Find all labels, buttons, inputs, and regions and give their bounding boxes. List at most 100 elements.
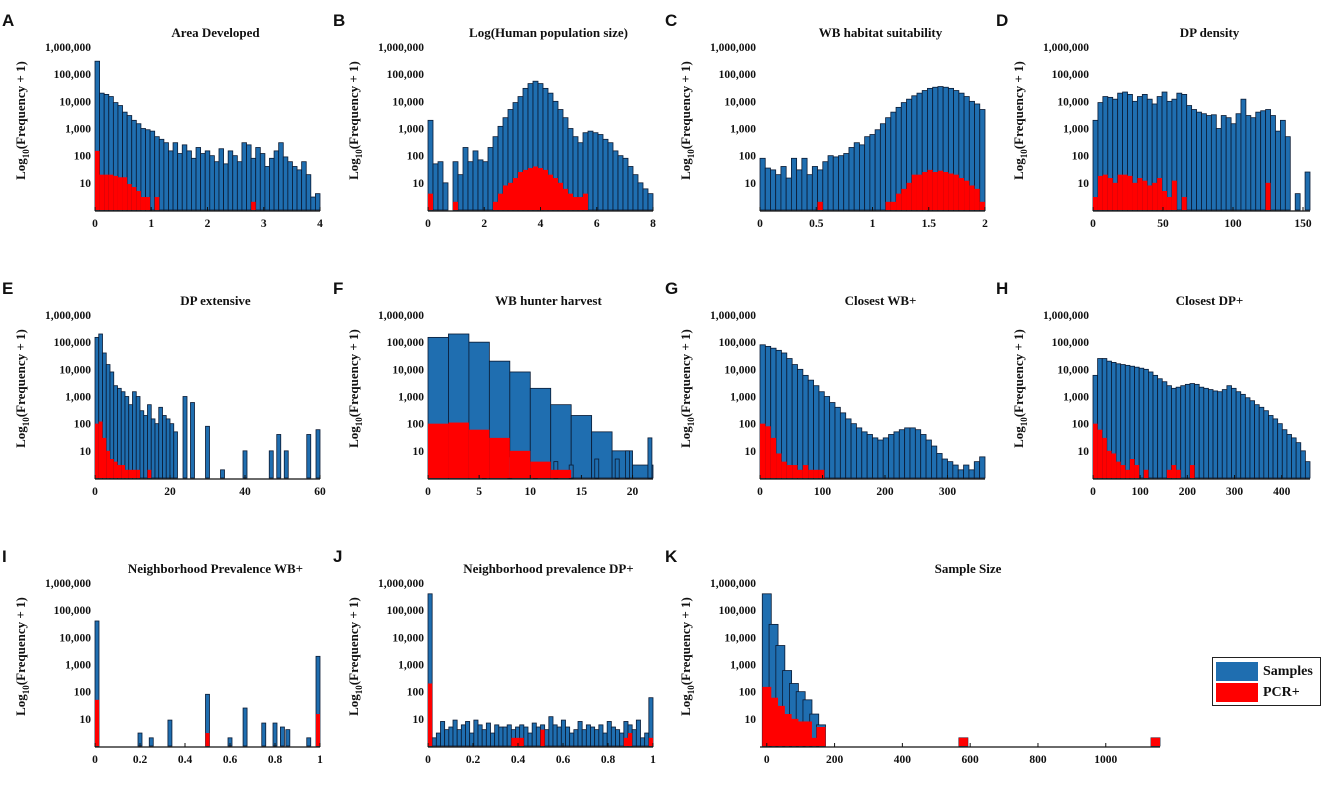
samples-bar bbox=[186, 150, 192, 211]
y-label-sub: 10 bbox=[354, 149, 364, 159]
samples-bar bbox=[764, 167, 771, 211]
y-label-sub: 10 bbox=[354, 417, 364, 427]
y-tick-label: 100,000 bbox=[1052, 337, 1090, 349]
x-tick-label: 0 bbox=[92, 486, 98, 498]
panel-letter: E bbox=[2, 279, 13, 298]
y-tick-label: 100 bbox=[407, 419, 425, 431]
pcr-bar bbox=[1111, 453, 1117, 478]
pcr-bar bbox=[493, 201, 498, 210]
pcr-bar bbox=[145, 197, 151, 210]
samples-bar bbox=[1201, 113, 1207, 211]
pcr-bar bbox=[127, 184, 132, 210]
samples-bar bbox=[606, 721, 612, 747]
pcr-bar bbox=[969, 185, 975, 210]
samples-bar bbox=[914, 429, 922, 479]
x-tick-label: 0.4 bbox=[511, 754, 526, 766]
x-tick-label: 0.5 bbox=[809, 218, 824, 230]
pcr-bar bbox=[316, 714, 320, 746]
pcr-bar bbox=[817, 201, 823, 210]
samples-bar bbox=[806, 174, 813, 211]
samples-bar bbox=[482, 161, 489, 211]
pcr-bar bbox=[775, 705, 785, 746]
pcr-bar bbox=[648, 737, 653, 746]
pcr-bar bbox=[530, 461, 551, 478]
samples-bar bbox=[834, 406, 841, 479]
x-tick-label: 100 bbox=[814, 486, 832, 498]
y-tick-label: 10 bbox=[1078, 178, 1090, 190]
samples-bar bbox=[952, 464, 959, 479]
samples-bar bbox=[1203, 387, 1209, 479]
pcr-bar bbox=[769, 697, 779, 746]
panel-title: Sample Size bbox=[935, 561, 1002, 576]
samples-bar bbox=[246, 144, 252, 211]
samples-bar bbox=[1120, 364, 1126, 479]
samples-bar bbox=[872, 437, 879, 479]
y-tick-label: 100,000 bbox=[719, 605, 757, 617]
samples-bar bbox=[1291, 437, 1297, 479]
y-label-rest: (Frequency + 1) bbox=[346, 597, 361, 685]
pcr-bar bbox=[770, 437, 777, 478]
samples-bar bbox=[827, 155, 834, 211]
samples-bar bbox=[594, 729, 600, 747]
y-axis-label: Log10(Frequency + 1) bbox=[346, 61, 364, 180]
y-tick-label: 100 bbox=[739, 151, 757, 163]
samples-bar bbox=[315, 193, 321, 211]
samples-bar bbox=[148, 737, 154, 747]
samples-bar bbox=[1198, 386, 1205, 479]
samples-bar bbox=[1194, 383, 1200, 479]
y-label-rest: (Frequency + 1) bbox=[678, 329, 693, 417]
samples-bar bbox=[452, 719, 458, 747]
pcr-bar bbox=[1189, 465, 1195, 478]
samples-bar bbox=[435, 732, 441, 747]
panel-letter: F bbox=[333, 279, 343, 298]
samples-bar bbox=[1277, 423, 1283, 479]
samples-bar bbox=[437, 161, 444, 211]
y-tick-label: 100 bbox=[74, 687, 92, 699]
y-label-main: Log bbox=[1011, 158, 1026, 180]
pcr-bar bbox=[813, 469, 819, 478]
pcr-bar bbox=[428, 193, 433, 210]
y-tick-label: 1,000,000 bbox=[378, 42, 424, 54]
samples-bar bbox=[898, 429, 906, 479]
pcr-bar bbox=[628, 733, 633, 746]
samples-bar bbox=[811, 166, 818, 211]
y-label-sub: 10 bbox=[1019, 149, 1029, 159]
samples-bar bbox=[1180, 385, 1186, 479]
pcr-bar bbox=[1147, 185, 1153, 210]
samples-bar bbox=[859, 144, 866, 211]
panel-letter: D bbox=[996, 11, 1008, 30]
x-tick-label: 600 bbox=[962, 754, 980, 766]
y-tick-label: 10 bbox=[413, 178, 425, 190]
pcr-bar bbox=[533, 166, 538, 210]
samples-bar bbox=[909, 427, 916, 479]
x-tick-label: 0.6 bbox=[556, 754, 571, 766]
samples-bar bbox=[473, 719, 479, 747]
samples-bar bbox=[612, 150, 619, 211]
samples-bar bbox=[614, 458, 620, 479]
samples-bar bbox=[492, 136, 499, 211]
x-tick-label: 1.5 bbox=[922, 218, 937, 230]
x-tick-label: 1 bbox=[650, 754, 656, 766]
samples-bar bbox=[1260, 110, 1267, 211]
pcr-bar bbox=[797, 469, 803, 478]
samples-bar bbox=[218, 148, 224, 211]
y-label-main: Log bbox=[1011, 426, 1026, 448]
samples-bar bbox=[1138, 367, 1145, 479]
pcr-bar bbox=[964, 180, 970, 210]
pcr-bar bbox=[1129, 459, 1135, 478]
samples-bar bbox=[957, 469, 964, 479]
pcr-bar bbox=[528, 168, 533, 210]
y-tick-label: 1,000 bbox=[65, 660, 91, 672]
samples-bar bbox=[272, 722, 278, 747]
samples-bar bbox=[866, 434, 873, 479]
samples-bar bbox=[560, 719, 566, 747]
samples-bar bbox=[1286, 434, 1292, 479]
y-label-sub: 10 bbox=[686, 417, 696, 427]
samples-bar bbox=[467, 161, 474, 211]
samples-swatch bbox=[1216, 662, 1258, 681]
pcr-bar bbox=[1157, 178, 1163, 210]
pcr-bar bbox=[519, 737, 524, 746]
pcr-bar bbox=[937, 170, 944, 210]
x-tick-label: 20 bbox=[627, 486, 639, 498]
pcr-bar bbox=[453, 201, 458, 210]
